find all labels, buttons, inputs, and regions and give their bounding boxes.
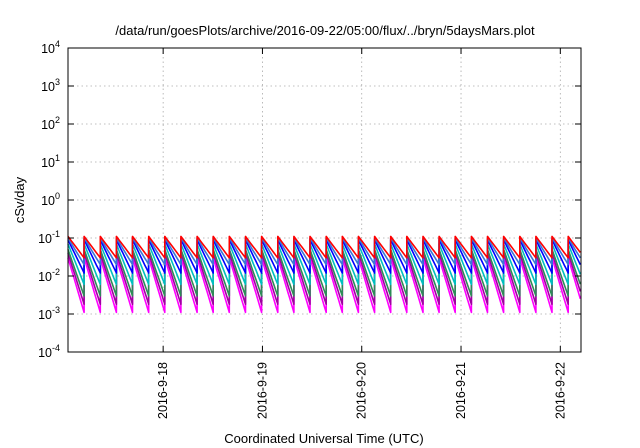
- y-tick-base: 10: [41, 42, 55, 56]
- x-tick-label: 2016-9-22: [553, 362, 567, 419]
- y-tick-base: 10: [41, 156, 55, 170]
- series-line-1: [67, 257, 582, 314]
- y-tick-exponent: -2: [52, 267, 60, 277]
- y-tick-base: 10: [41, 118, 55, 132]
- y-tick-base: 10: [38, 270, 52, 284]
- y-tick-exponent: 1: [55, 153, 60, 163]
- series-line-7: [67, 235, 581, 259]
- x-tick-label: 2016-9-18: [156, 362, 170, 419]
- series-line-5: [67, 238, 582, 274]
- y-tick-label: 10-1: [38, 229, 60, 246]
- x-tick-label: 2016-9-20: [355, 362, 369, 419]
- x-axis-title: Coordinated Universal Time (UTC): [224, 431, 423, 446]
- series-line-3: [67, 248, 582, 297]
- y-tick-base: 10: [41, 80, 55, 94]
- y-tick-exponent: 4: [55, 39, 60, 49]
- y-tick-label: 10-3: [38, 305, 60, 322]
- x-tick-label: 2016-9-19: [255, 362, 269, 419]
- y-tick-exponent: -4: [52, 343, 60, 353]
- y-tick-label: 104: [41, 39, 60, 56]
- y-tick-base: 10: [38, 346, 52, 360]
- x-tick-label: 2016-9-21: [454, 362, 468, 419]
- y-tick-label: 101: [41, 153, 60, 170]
- y-tick-base: 10: [41, 194, 55, 208]
- x-axis-ticks: 2016-9-18 2016-9-19 2016-9-20 2016-9-21 2016…: [156, 48, 567, 419]
- y-tick-base: 10: [38, 308, 52, 322]
- y-tick-exponent: 2: [55, 115, 60, 125]
- series-line-6: [67, 237, 581, 266]
- y-tick-label: 10-4: [38, 343, 60, 360]
- series-line-2: [67, 252, 582, 306]
- chart-title: /data/run/goesPlots/archive/2016-09-22/0…: [115, 23, 535, 38]
- y-tick-base: 10: [38, 232, 52, 246]
- y-tick-label: 103: [41, 77, 60, 94]
- y-tick-exponent: 3: [55, 77, 60, 87]
- y-tick-exponent: -1: [52, 229, 60, 239]
- plot-frame: [67, 47, 582, 353]
- y-tick-label: 10-2: [38, 267, 60, 284]
- y-axis-title: cSv/day: [12, 176, 27, 223]
- y-tick-exponent: -3: [52, 305, 60, 315]
- y-tick-exponent: 0: [55, 191, 60, 201]
- y-tick-label: 100: [41, 191, 60, 208]
- series-line-4: [67, 243, 582, 286]
- y-tick-label: 102: [41, 115, 60, 132]
- series-group: [67, 235, 582, 314]
